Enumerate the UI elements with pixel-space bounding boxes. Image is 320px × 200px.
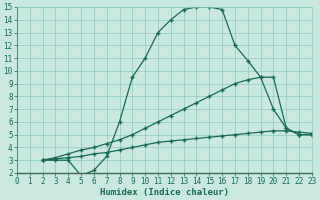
X-axis label: Humidex (Indice chaleur): Humidex (Indice chaleur) xyxy=(100,188,229,197)
